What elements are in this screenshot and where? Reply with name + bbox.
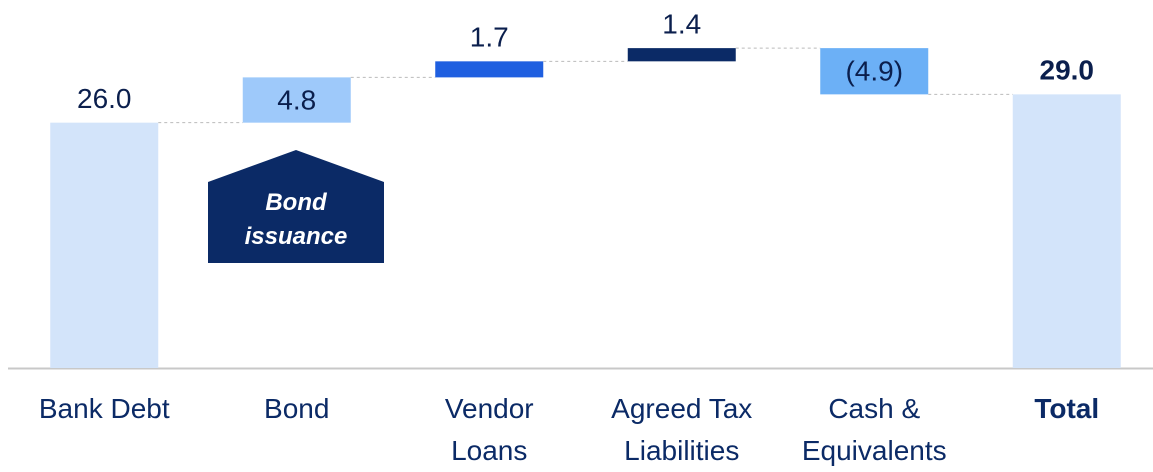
bar bbox=[1012, 94, 1121, 368]
x-tick-label: Bank Debt bbox=[38, 393, 170, 424]
annotation: Bond issuance bbox=[244, 189, 348, 250]
x-tick-label: Total bbox=[1034, 393, 1100, 424]
value-label: (4.9) bbox=[845, 56, 903, 87]
bar bbox=[435, 61, 544, 78]
bar bbox=[50, 122, 159, 369]
value-label: 1.7 bbox=[470, 22, 509, 53]
value-label: 4.8 bbox=[277, 84, 316, 115]
value-label: 1.4 bbox=[662, 9, 701, 40]
annotation-shape bbox=[208, 150, 384, 263]
x-tick-label: Agreed Tax Liabilities bbox=[611, 393, 753, 466]
bar bbox=[627, 48, 736, 62]
bar bbox=[242, 77, 351, 123]
x-tick-label: Cash & Equivalents bbox=[801, 393, 947, 466]
value-label: 29.0 bbox=[1040, 55, 1095, 86]
x-tick-label: Vendor Loans bbox=[444, 393, 534, 466]
bar bbox=[820, 48, 929, 95]
x-tick-label: Bond bbox=[264, 393, 330, 424]
value-label: 26.0 bbox=[77, 83, 132, 114]
